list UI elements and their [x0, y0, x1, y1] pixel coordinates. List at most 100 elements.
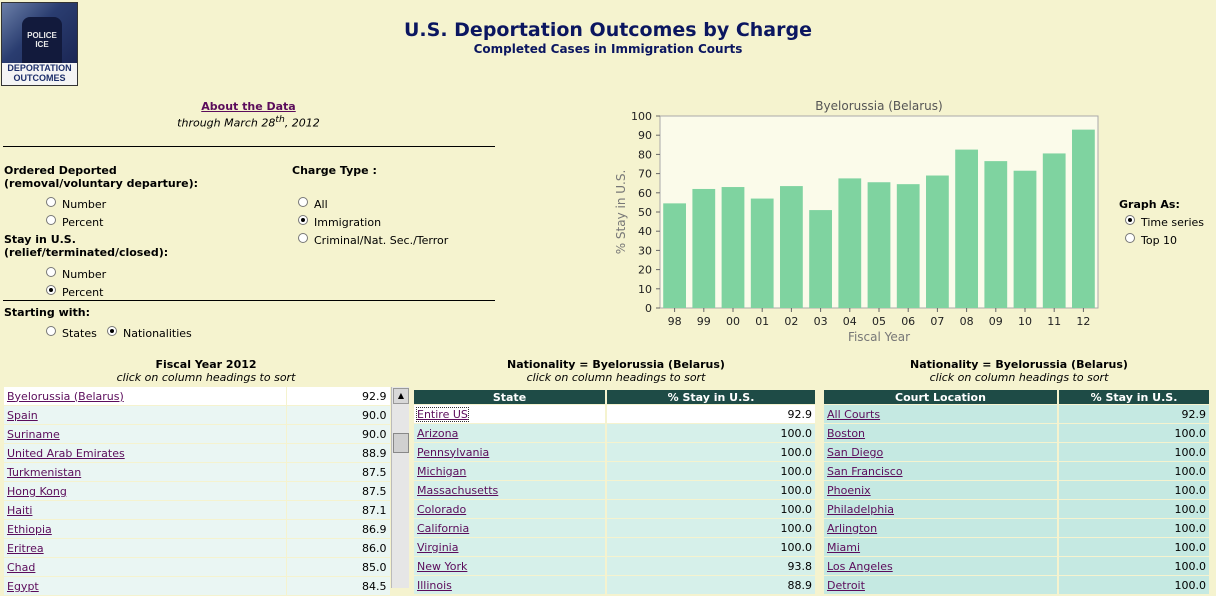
row-link[interactable]: Eritrea [7, 541, 44, 555]
state-row[interactable]: California 100.0 [414, 518, 817, 538]
state-row[interactable]: Colorado 100.0 [414, 499, 817, 519]
nationality-row[interactable]: Byelorussia (Belarus) 92.9 [4, 387, 391, 406]
row-link[interactable]: Suriname [7, 427, 60, 441]
charge-criminal-radio[interactable]: Criminal/Nat. Sec./Terror [298, 232, 448, 247]
state-row[interactable]: Michigan 100.0 [414, 461, 817, 481]
nationality-row[interactable]: Suriname 90.0 [4, 424, 391, 444]
radio-button[interactable] [46, 266, 56, 277]
scroll-thumb[interactable] [393, 433, 409, 453]
radio-button[interactable] [46, 196, 56, 207]
row-link[interactable]: New York [417, 559, 468, 573]
radio-button-selected[interactable] [298, 214, 308, 225]
row-value-cell: 100.0 [606, 442, 817, 462]
y-tick-label: 30 [638, 244, 652, 257]
row-link[interactable]: Illinois [417, 578, 452, 592]
row-link[interactable]: United Arab Emirates [7, 446, 125, 460]
nationality-row[interactable]: Turkmenistan 87.5 [4, 462, 391, 482]
row-link[interactable]: Colorado [417, 502, 467, 516]
radio-button[interactable] [46, 214, 56, 225]
row-link[interactable]: Byelorussia (Belarus) [7, 389, 124, 403]
starting-nationalities-radio[interactable]: Nationalities [107, 325, 192, 340]
radio-button[interactable] [1125, 232, 1135, 243]
nationality-row[interactable]: Chad 85.0 [4, 557, 391, 577]
column-header-stay[interactable]: % Stay in U.S. [606, 390, 817, 405]
stay-percent-radio[interactable]: Percent [46, 284, 103, 299]
radio-button-selected[interactable] [107, 325, 117, 336]
y-tick-label: 90 [638, 129, 652, 142]
state-row[interactable]: Virginia 100.0 [414, 537, 817, 557]
row-link[interactable]: Miami [827, 540, 861, 554]
row-value-cell: 92.9 [606, 404, 817, 424]
row-link[interactable]: Massachusetts [417, 483, 499, 497]
row-value-cell: 92.9 [286, 387, 391, 406]
court-row[interactable]: Detroit 100.0 [824, 575, 1211, 595]
court-row[interactable]: All Courts 92.9 [824, 404, 1211, 424]
graph-time-series-radio[interactable]: Time series [1125, 214, 1204, 229]
state-row[interactable]: Massachusetts 100.0 [414, 480, 817, 500]
charge-immigration-radio[interactable]: Immigration [298, 214, 381, 229]
court-row[interactable]: San Francisco 100.0 [824, 461, 1211, 481]
row-link[interactable]: Turkmenistan [7, 465, 82, 479]
ordered-number-radio[interactable]: Number [46, 196, 107, 211]
row-link[interactable]: Chad [7, 560, 36, 574]
court-row[interactable]: Philadelphia 100.0 [824, 499, 1211, 519]
row-link[interactable]: Arlington [827, 521, 878, 535]
row-link[interactable]: Phoenix [827, 483, 871, 497]
row-link[interactable]: San Francisco [827, 464, 903, 478]
column-header-stay[interactable]: % Stay in U.S. [1058, 390, 1211, 405]
charge-all-radio[interactable]: All [298, 196, 328, 211]
radio-button[interactable] [298, 196, 308, 207]
row-link[interactable]: Hong Kong [7, 484, 67, 498]
column-header-state[interactable]: State [414, 390, 607, 405]
row-link[interactable]: Arizona [417, 426, 459, 440]
stay-number-radio[interactable]: Number [46, 266, 106, 281]
row-link[interactable]: Ethiopia [7, 522, 52, 536]
row-link[interactable]: San Diego [827, 445, 884, 459]
radio-button[interactable] [46, 325, 56, 336]
nationality-row[interactable]: Ethiopia 86.9 [4, 519, 391, 539]
table1-scrollbar[interactable]: ▲ [391, 387, 409, 588]
row-link[interactable]: Philadelphia [827, 502, 895, 516]
row-link[interactable]: Haiti [7, 503, 33, 517]
state-row[interactable]: Entire US 92.9 [414, 404, 817, 424]
nationality-row[interactable]: United Arab Emirates 88.9 [4, 443, 391, 463]
row-link[interactable]: Michigan [417, 464, 467, 478]
nationality-row[interactable]: Egypt 84.5 [4, 576, 391, 596]
radio-label: Number [62, 198, 107, 211]
about-the-data-link[interactable]: About the Data [201, 100, 296, 113]
row-link[interactable]: Entire US [416, 406, 469, 422]
nationality-table: Byelorussia (Belarus) 92.9 Spain 90.0 Surina… [4, 387, 391, 596]
nationality-row[interactable]: Hong Kong 87.5 [4, 481, 391, 501]
row-link[interactable]: Egypt [7, 579, 39, 593]
graph-top10-radio[interactable]: Top 10 [1125, 232, 1177, 247]
row-label-cell: Massachusetts [414, 480, 607, 500]
court-row[interactable]: Arlington 100.0 [824, 518, 1211, 538]
court-row[interactable]: Miami 100.0 [824, 537, 1211, 557]
row-link[interactable]: Virginia [417, 540, 459, 554]
court-row[interactable]: Boston 100.0 [824, 423, 1211, 443]
court-row[interactable]: San Diego 100.0 [824, 442, 1211, 462]
state-row[interactable]: Pennsylvania 100.0 [414, 442, 817, 462]
state-row[interactable]: Arizona 100.0 [414, 423, 817, 443]
row-link[interactable]: Spain [7, 408, 38, 422]
radio-button[interactable] [298, 232, 308, 243]
row-link[interactable]: All Courts [827, 407, 881, 421]
state-row[interactable]: New York 93.8 [414, 556, 817, 576]
row-link[interactable]: California [417, 521, 470, 535]
court-row[interactable]: Phoenix 100.0 [824, 480, 1211, 500]
court-row[interactable]: Los Angeles 100.0 [824, 556, 1211, 576]
row-link[interactable]: Detroit [827, 578, 865, 592]
row-link[interactable]: Boston [827, 426, 866, 440]
nationality-row[interactable]: Eritrea 86.0 [4, 538, 391, 558]
nationality-row[interactable]: Haiti 87.1 [4, 500, 391, 520]
starting-states-radio[interactable]: States [46, 325, 97, 340]
ordered-percent-radio[interactable]: Percent [46, 214, 103, 229]
row-link[interactable]: Pennsylvania [417, 445, 490, 459]
scroll-up-icon[interactable]: ▲ [393, 388, 409, 404]
column-header-court[interactable]: Court Location [824, 390, 1059, 405]
nationality-row[interactable]: Spain 90.0 [4, 405, 391, 425]
state-row[interactable]: Illinois 88.9 [414, 575, 817, 595]
radio-button-selected[interactable] [1125, 214, 1135, 225]
radio-button-selected[interactable] [46, 284, 56, 295]
row-link[interactable]: Los Angeles [827, 559, 893, 573]
